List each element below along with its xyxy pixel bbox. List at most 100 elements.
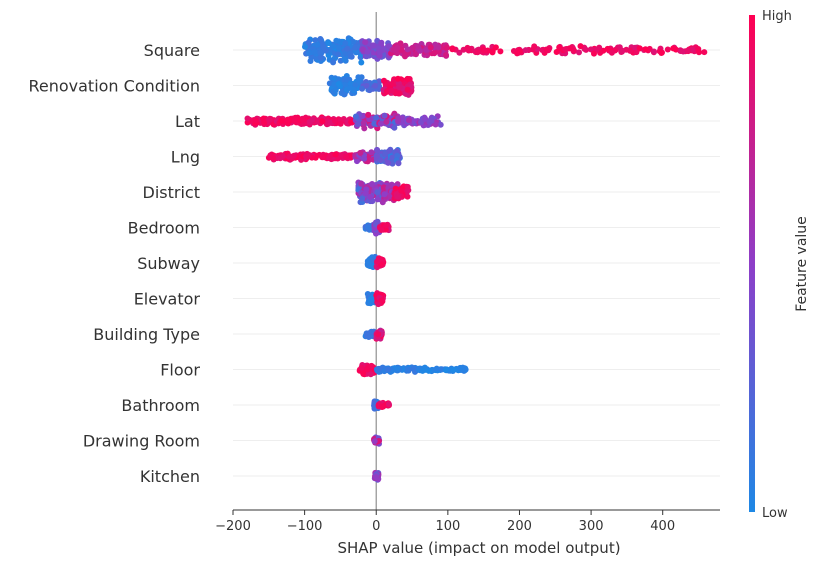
- colorbar-gradient: [749, 15, 755, 512]
- shap-point: [335, 45, 342, 51]
- shap-point: [367, 296, 374, 302]
- shap-point: [465, 47, 472, 54]
- x-tick-label: 400: [650, 519, 675, 534]
- shap-point: [347, 53, 354, 60]
- shap-point: [365, 111, 372, 118]
- shap-point: [354, 121, 361, 128]
- shap-point: [372, 82, 378, 89]
- shap-point: [368, 149, 375, 156]
- shap-point: [382, 226, 389, 233]
- shap-point: [305, 50, 312, 57]
- shap-point: [421, 116, 428, 122]
- shap-point: [374, 147, 381, 154]
- feature-label: District: [143, 183, 200, 202]
- shap-point: [543, 46, 550, 53]
- shap-point: [320, 44, 327, 51]
- shap-point: [378, 297, 385, 304]
- shap-point: [353, 49, 360, 56]
- shap-point: [437, 121, 444, 128]
- colorbar-low-label: Low: [762, 506, 788, 521]
- shap-point: [299, 116, 306, 123]
- shap-point: [696, 49, 702, 56]
- shap-point: [395, 118, 402, 124]
- shap-point: [325, 40, 332, 47]
- feature-label: Square: [144, 41, 200, 60]
- shap-point: [335, 51, 342, 58]
- shap-point: [474, 49, 481, 56]
- shap-point: [701, 49, 708, 56]
- shap-point: [344, 76, 351, 83]
- x-axis-label: SHAP value (impact on model output): [337, 539, 620, 557]
- shap-point: [270, 154, 277, 161]
- shap-point: [619, 48, 626, 55]
- shap-point: [371, 438, 378, 445]
- shap-point: [373, 474, 380, 481]
- shap-point: [497, 48, 504, 55]
- shap-point: [377, 157, 384, 164]
- shap-point: [627, 47, 634, 54]
- shap-point: [388, 87, 395, 94]
- shap-point: [522, 47, 529, 54]
- shap-point: [395, 160, 402, 167]
- shap-point: [363, 82, 370, 89]
- shap-point: [689, 46, 696, 53]
- shap-point: [358, 59, 365, 66]
- shap-point: [304, 153, 311, 160]
- shap-point: [319, 154, 326, 161]
- feature-label: Bathroom: [121, 396, 200, 415]
- shap-point: [319, 118, 326, 125]
- shap-point: [280, 153, 287, 159]
- shap-point: [658, 50, 665, 56]
- x-tick-label: 300: [579, 519, 604, 534]
- shap-point: [317, 55, 324, 61]
- shap-point: [567, 45, 574, 52]
- shap-point: [673, 46, 679, 53]
- row-gridlines: [233, 49, 720, 477]
- feature-label: Drawing Room: [83, 432, 200, 451]
- shap-point: [374, 258, 381, 264]
- shap-point: [317, 36, 324, 42]
- shap-point: [364, 224, 371, 231]
- shap-point: [374, 196, 381, 203]
- colorbar-high-label: High: [762, 9, 792, 24]
- shap-point: [414, 43, 421, 50]
- shap-point: [360, 370, 367, 377]
- colorbar: High Low Feature value: [749, 9, 810, 521]
- shap-point: [370, 42, 377, 49]
- x-tick-label: −200: [215, 519, 251, 534]
- shap-point: [358, 364, 365, 371]
- feature-label: Lng: [171, 148, 200, 167]
- shap-point: [360, 120, 367, 126]
- shap-point: [433, 365, 440, 372]
- shap-point: [404, 367, 411, 373]
- shap-point: [252, 117, 259, 124]
- shap-point: [327, 119, 334, 126]
- shap-point: [350, 38, 357, 45]
- shap-point: [587, 46, 594, 53]
- shap-point: [404, 183, 411, 190]
- shap-point: [344, 45, 351, 52]
- shap-point: [608, 49, 615, 56]
- shap-point: [636, 45, 643, 52]
- x-tick-label: 0: [372, 519, 380, 534]
- shap-point: [358, 180, 365, 187]
- shap-point: [376, 49, 383, 56]
- shap-point: [394, 365, 401, 372]
- shap-point: [343, 153, 350, 160]
- shap-point: [385, 401, 392, 408]
- shap-point: [286, 153, 293, 160]
- shap-point: [378, 227, 385, 233]
- shap-point: [305, 39, 312, 46]
- shap-point: [337, 120, 344, 127]
- shap-point: [404, 86, 411, 93]
- shap-point: [383, 88, 390, 95]
- shap-point: [381, 77, 387, 84]
- shap-point: [409, 44, 416, 51]
- feature-label: Building Type: [93, 325, 200, 344]
- shap-points: [244, 35, 708, 483]
- shap-point: [642, 46, 649, 53]
- shap-point: [394, 44, 401, 51]
- shap-point: [307, 58, 314, 64]
- shap-point: [428, 117, 435, 124]
